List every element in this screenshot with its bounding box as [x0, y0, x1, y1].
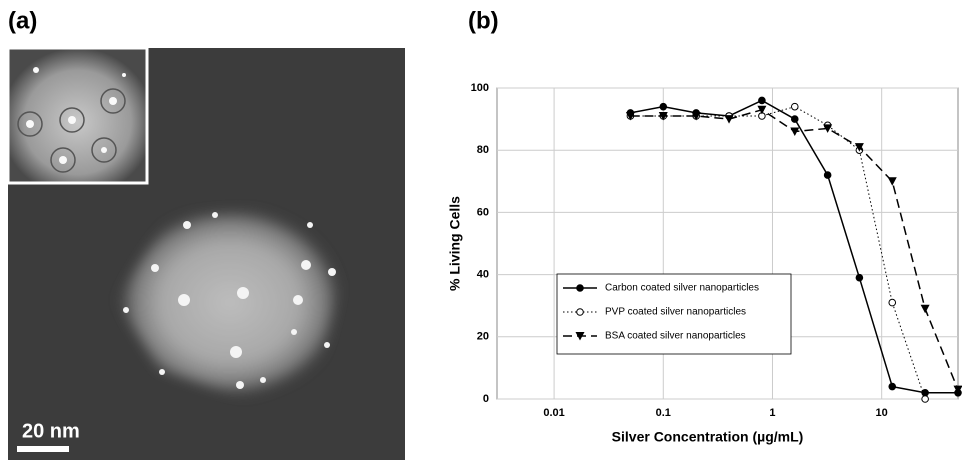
panel-label: (b)	[468, 7, 499, 34]
legend: Carbon coated silver nanoparticles PVP co…	[557, 274, 791, 354]
legend-label: Carbon coated silver nanoparticles	[605, 283, 759, 294]
marker	[577, 309, 584, 316]
y-axis-label: % Living Cells	[447, 196, 463, 291]
y-tick-label: 0	[483, 393, 489, 405]
marker	[791, 116, 798, 123]
panel-label: (a)	[8, 7, 37, 34]
marker	[759, 97, 766, 104]
y-tick-label: 100	[471, 82, 489, 94]
y-tick-label: 80	[477, 144, 489, 156]
marker	[824, 172, 831, 179]
legend-label: BSA coated silver nanoparticles	[605, 331, 746, 342]
scale-bar-label: 20 nm	[22, 420, 80, 442]
marker	[660, 103, 667, 110]
x-tick-label: 0.01	[543, 407, 564, 419]
legend-label: PVP coated silver nanoparticles	[605, 307, 746, 318]
marker	[577, 285, 584, 292]
y-tick-label: 40	[477, 269, 489, 281]
marker	[856, 274, 863, 281]
marker	[791, 103, 798, 110]
marker	[922, 396, 929, 403]
y-tick-label: 60	[477, 206, 489, 218]
x-tick-label: 10	[876, 407, 888, 419]
chart: 0 20 40 60 80 100 0.01 0.1 1 10 Silver Concentrati…	[447, 82, 962, 445]
x-axis-label: Silver Concentration (µg/mL)	[612, 429, 804, 445]
marker	[889, 383, 896, 390]
marker	[922, 389, 929, 396]
y-tick-label: 20	[477, 331, 489, 343]
x-tick-label: 1	[769, 407, 775, 419]
marker	[889, 299, 896, 306]
x-tick-label: 0.1	[656, 407, 671, 419]
micrograph: 20 nm	[8, 48, 405, 460]
